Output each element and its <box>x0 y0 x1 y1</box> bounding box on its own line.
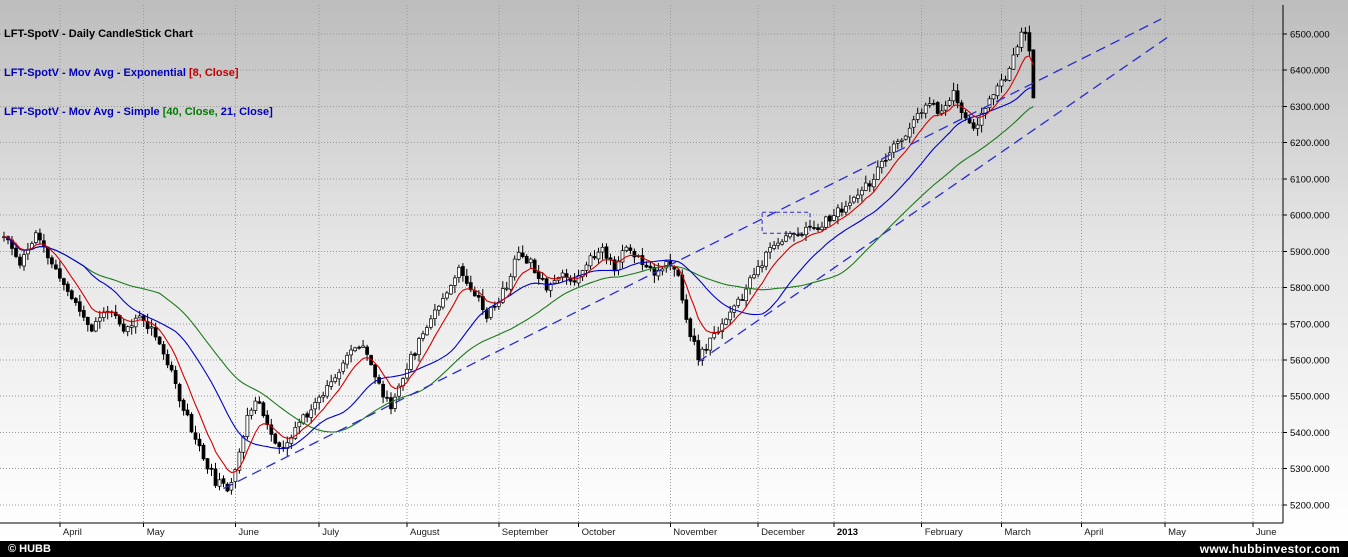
svg-text:September: September <box>502 527 548 538</box>
svg-text:5500.000: 5500.000 <box>1290 392 1330 403</box>
ema8-line <box>3 55 1034 474</box>
svg-text:5700.000: 5700.000 <box>1290 319 1330 330</box>
svg-text:June: June <box>1256 527 1277 538</box>
time-axis: April May June July August September October No… <box>0 522 1283 538</box>
website-link[interactable]: www.hubbinvestor.com <box>1199 542 1340 556</box>
chart-canvas[interactable]: 6500.000 6400.000 6300.000 6200.000 6100.000… <box>0 0 1348 541</box>
svg-text:6100.000: 6100.000 <box>1290 174 1330 185</box>
svg-text:April: April <box>63 527 82 538</box>
svg-text:5300.000: 5300.000 <box>1290 464 1330 475</box>
candles-series <box>2 25 1036 495</box>
svg-text:6200.000: 6200.000 <box>1290 138 1330 149</box>
svg-text:6300.000: 6300.000 <box>1290 102 1330 113</box>
svg-text:April: April <box>1084 527 1103 538</box>
candlestick-chart[interactable]: 6500.000 6400.000 6300.000 6200.000 6100.000… <box>0 0 1348 541</box>
svg-text:October: October <box>582 527 616 538</box>
svg-text:August: August <box>410 527 440 538</box>
price-axis: 6500.000 6400.000 6300.000 6200.000 6100.000… <box>1282 5 1330 523</box>
svg-text:6500.000: 6500.000 <box>1290 30 1330 41</box>
copyright-label: © HUBB <box>8 543 51 555</box>
svg-text:June: June <box>238 527 259 538</box>
footer-bar: © HUBB www.hubbinvestor.com <box>0 541 1348 557</box>
svg-text:2013: 2013 <box>837 527 858 538</box>
svg-text:December: December <box>761 527 805 538</box>
svg-text:6400.000: 6400.000 <box>1290 66 1330 77</box>
trendlines <box>223 18 1170 490</box>
sma21-line <box>3 87 1034 450</box>
svg-text:March: March <box>1005 527 1031 538</box>
svg-text:5400.000: 5400.000 <box>1290 428 1330 439</box>
svg-text:5800.000: 5800.000 <box>1290 283 1330 294</box>
svg-text:February: February <box>925 527 963 538</box>
svg-text:5900.000: 5900.000 <box>1290 247 1330 258</box>
svg-text:May: May <box>1168 527 1186 538</box>
svg-text:6000.000: 6000.000 <box>1290 211 1330 222</box>
svg-text:5600.000: 5600.000 <box>1290 356 1330 367</box>
svg-text:May: May <box>147 527 165 538</box>
svg-text:5200.000: 5200.000 <box>1290 500 1330 511</box>
svg-text:July: July <box>322 527 339 538</box>
svg-text:November: November <box>673 527 717 538</box>
sma40-line <box>3 106 1034 433</box>
